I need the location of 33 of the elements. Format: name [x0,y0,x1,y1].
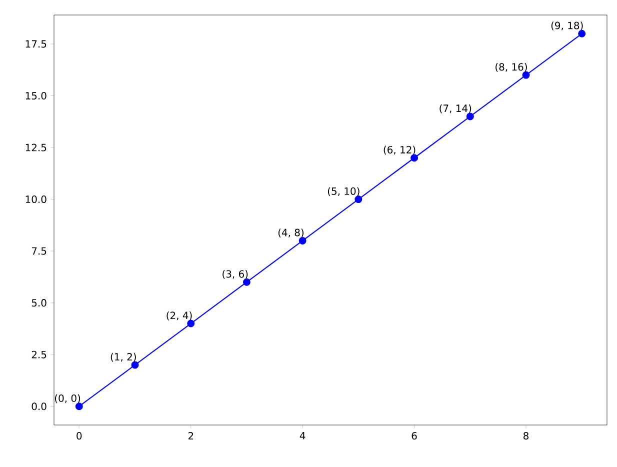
x-tick-label: 2 [188,432,194,440]
point [578,30,586,38]
x-tick-label: 4 [300,432,306,440]
point [298,236,306,244]
data-label: (6, 12) [384,146,416,155]
point [131,361,139,369]
point [522,71,530,79]
data-label: (9, 18) [551,22,583,30]
y-tick-label: 17.5 [26,40,46,48]
data-label: (1, 2) [110,352,136,362]
y-tick-label: 5.0 [32,299,46,307]
x-tick-label: 0 [76,432,82,440]
data-label: (0, 0) [55,394,80,404]
point [466,112,474,120]
data-label: (5, 10) [328,187,360,196]
point [187,320,195,328]
y-tick-label: 7.5 [32,247,46,255]
point [75,402,83,410]
y-tick-label: 0.0 [32,402,46,410]
point [242,278,250,286]
data-label: (7, 14) [440,104,472,114]
data-label: (8, 16) [496,62,527,72]
x-tick-label: 8 [524,432,528,440]
point [354,196,362,204]
y-tick-label: 12.5 [26,144,46,152]
y-tick-label: 2.5 [32,350,46,358]
x-tick-label: 6 [412,432,417,440]
data-label: (4, 8) [278,228,304,238]
y-tick-label: 15.0 [26,92,46,100]
data-label: (3, 6) [222,270,248,279]
data-label: (2, 4) [166,311,192,320]
point [410,154,418,162]
y-tick-label: 10.0 [26,196,46,204]
